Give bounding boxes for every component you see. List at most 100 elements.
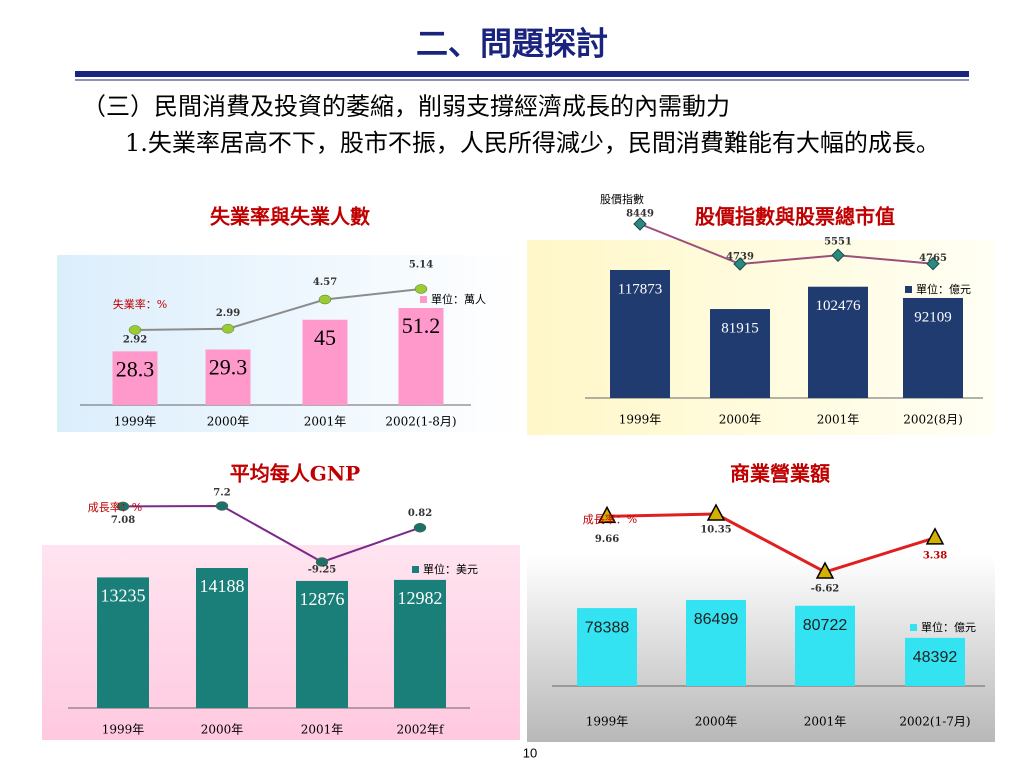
bar [205,349,251,405]
x-tick-label: 2000年 [201,723,244,737]
x-tick-label: 2000年 [719,413,762,427]
line-marker [831,248,845,262]
line-value-label: 4739 [726,252,754,263]
bar-value-label: 14188 [200,576,245,596]
x-tick-label: 1999年 [102,723,145,737]
x-tick-label: 2001年 [301,723,344,737]
bar [808,286,868,398]
line-value-label: 8449 [626,209,654,220]
legend-label: 單位：億元 [916,282,971,296]
chart-title: 平均每人GNP [230,462,360,486]
line-marker [815,561,835,579]
x-tick-label: 2001年 [304,415,347,429]
line [122,504,421,564]
line-marker [315,557,329,567]
bar-value-label: 51.2 [402,313,441,338]
legend-swatch [910,624,917,631]
line-marker [597,505,617,524]
line-value-label: 0.82 [408,508,432,519]
line-marker [215,501,229,511]
line-marker [221,323,235,334]
bar [97,577,149,708]
line-value-label: 5551 [824,237,852,248]
bullet-point: 1.失業率居高不下，股市不振，人民所得減少，民間消費難能有大幅的成長。 [125,129,940,157]
line-value-label: 3.38 [923,550,947,561]
line-value-label: 10.35 [700,525,731,536]
line-marker [926,257,940,271]
line-marker [733,257,747,271]
legend-label: 單位：萬人 [431,292,486,306]
line-value-label: -9.25 [308,565,337,576]
bar [302,319,348,405]
bar [296,580,348,708]
bar-value-label: 29.3 [209,355,248,380]
chart-title: 失業率與失業人數 [210,205,370,229]
slide-title: 二、問題探討 [416,25,608,63]
bar-value-label: 78388 [585,619,630,636]
line-marker [318,294,332,305]
title-rule [75,71,969,77]
bar [903,297,963,398]
x-tick-label: 1999年 [114,415,157,429]
line-value-label: 9.66 [595,534,619,545]
chart-title: 商業營業額 [730,462,830,486]
line-series-label: 失業率：% [113,297,167,311]
page-number: 10 [523,745,537,760]
bar-value-label: 117873 [618,281,662,297]
x-tick-label: 2002年f [397,723,446,737]
bar-value-label: 48392 [913,649,958,666]
line-marker [413,522,427,533]
bar [394,579,446,708]
x-tick-label: 2000年 [207,415,250,429]
line-series-label: 成長率：% [88,500,142,514]
legend-swatch [905,286,912,293]
bar-value-label: 86499 [694,611,739,628]
heading: （三）民間消費及投資的萎縮，削弱支撐經濟成長的內需動力 [82,93,730,121]
bar-value-label: 81915 [721,320,759,336]
line-value-label: 4.57 [313,277,337,288]
x-tick-label: 1999年 [586,715,629,729]
legend-label: 單位：億元 [921,620,976,634]
line [606,512,936,574]
legend-swatch [420,296,427,303]
chart-title: 股價指數與股票總市值 [695,205,895,229]
bar [112,351,158,405]
line-value-label: 7.2 [213,488,230,499]
bar-value-label: 45 [314,325,336,350]
line-marker [706,503,726,521]
bar-value-label: 102476 [816,298,862,314]
line [134,288,422,331]
x-tick-label: 2002(1-8月) [385,415,456,429]
line-value-label: -6.62 [811,584,840,595]
line-marker [128,325,142,335]
x-tick-label: 2000年 [695,715,738,729]
line-marker [116,501,130,512]
bar [905,637,965,686]
line [639,223,934,266]
line-marker [633,217,647,231]
legend-label: 單位：美元 [423,562,478,576]
bar-value-label: 12982 [398,588,443,608]
line-value-label: 2.92 [123,335,147,346]
line-value-label: 2.99 [216,308,240,319]
line-series-label: 成長率：% [583,512,637,526]
x-tick-label: 1999年 [619,413,662,427]
bar-value-label: 28.3 [116,356,155,381]
x-tick-label: 2001年 [817,413,860,427]
bar [795,605,855,686]
bar [686,600,746,686]
line-value-label: 7.08 [111,515,135,526]
bar [398,308,444,405]
bar-value-label: 12876 [300,589,345,609]
line-value-label: 5.14 [409,260,433,271]
line-value-label: 4765 [919,253,947,264]
x-tick-label: 2002(8月) [903,413,963,427]
line-marker [414,284,428,294]
bar-value-label: 13235 [101,586,146,606]
bar [196,568,248,708]
x-tick-label: 2001年 [804,715,847,729]
x-tick-label: 2002(1-7月) [899,715,970,729]
bar [577,608,637,686]
